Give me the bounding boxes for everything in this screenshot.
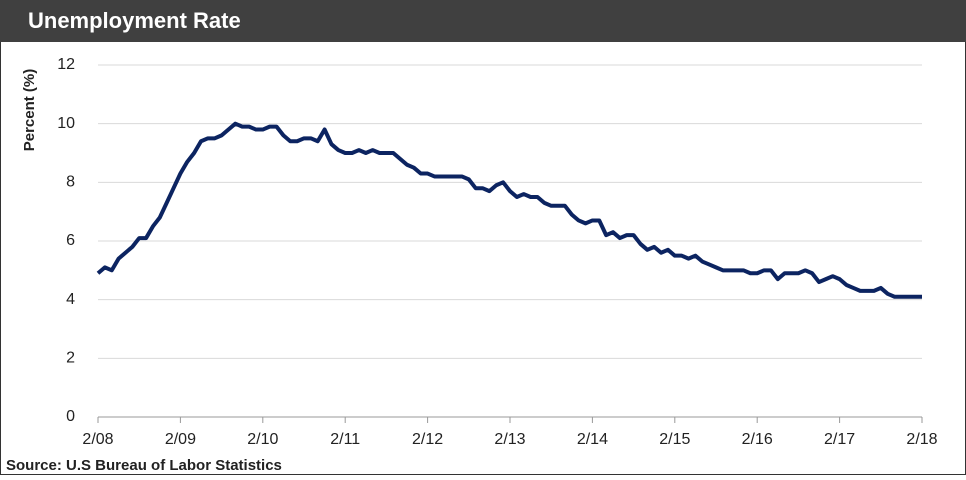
y-tick-label: 2 (66, 350, 75, 367)
y-tick-label: 4 (66, 291, 75, 308)
chart-title: Unemployment Rate (28, 8, 241, 33)
source-note: Source: U.S Bureau of Labor Statistics (6, 457, 282, 474)
y-tick-label: 0 (66, 408, 75, 425)
x-tick-label: 2/15 (659, 431, 690, 448)
x-tick-label: 2/14 (577, 431, 608, 448)
x-tick-label: 2/17 (824, 431, 855, 448)
x-tick-label: 2/18 (906, 431, 937, 448)
x-tick-label: 2/08 (82, 431, 113, 448)
title-bar (0, 0, 966, 42)
x-tick-label: 2/12 (412, 431, 443, 448)
x-tick-label: 2/09 (165, 431, 196, 448)
y-tick-label: 8 (66, 174, 75, 191)
x-tick-label: 2/16 (742, 431, 773, 448)
x-tick-label: 2/13 (494, 431, 525, 448)
y-tick-label: 12 (57, 56, 75, 73)
data-line (96, 121, 922, 299)
y-axis-label: Percent (%) (21, 69, 38, 152)
y-tick-label: 10 (57, 115, 75, 132)
y-tick-label: 6 (66, 232, 75, 249)
x-tick-label: 2/10 (247, 431, 278, 448)
x-tick-label: 2/11 (330, 431, 360, 448)
